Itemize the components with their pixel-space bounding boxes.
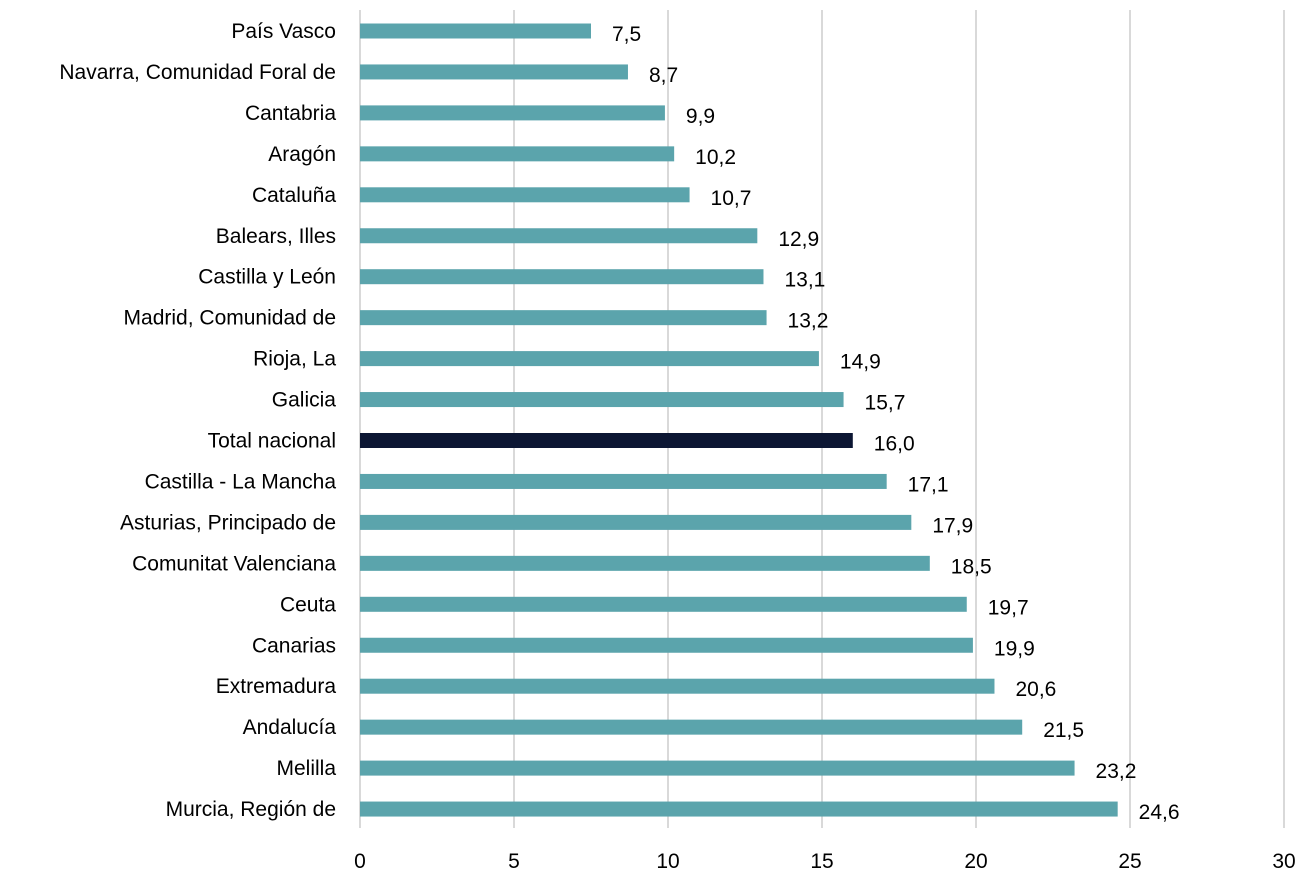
data-label: 19,7	[988, 596, 1029, 619]
bar	[360, 228, 758, 244]
data-label: 13,2	[788, 310, 829, 333]
data-label: 9,9	[686, 105, 715, 128]
bar	[360, 719, 1023, 735]
category-label: Total nacional	[208, 430, 336, 453]
x-tick-label: 0	[354, 850, 366, 873]
bar	[360, 514, 912, 530]
data-label: 13,1	[784, 269, 825, 292]
bar	[360, 146, 675, 162]
value-labels: 7,5 8,7 9,9 10,2 10,7 12,9 13,1 13,2 14,9 15,7 16,…	[612, 23, 1180, 824]
x-tick-label: 25	[1118, 850, 1141, 873]
data-label: 10,2	[695, 146, 736, 169]
bar	[360, 310, 767, 326]
bar	[360, 23, 591, 39]
category-label: Murcia, Región de	[166, 798, 336, 821]
bar	[360, 269, 764, 285]
category-labels: País Vasco Navarra, Comunidad Foral de Can…	[59, 20, 336, 821]
category-label: Cataluña	[252, 184, 336, 207]
data-label: 23,2	[1096, 760, 1137, 783]
category-label: Asturias, Principado de	[120, 511, 336, 534]
x-tick-label: 10	[656, 850, 679, 873]
bar	[360, 555, 930, 571]
category-label: Castilla - La Mancha	[145, 470, 337, 493]
data-label: 17,1	[908, 473, 949, 496]
bar	[360, 473, 887, 489]
category-label: Comunitat Valenciana	[132, 552, 336, 575]
category-label: Extremadura	[216, 675, 337, 698]
bar	[360, 637, 973, 653]
category-label: País Vasco	[231, 20, 336, 43]
data-label: 8,7	[649, 64, 678, 87]
data-label: 14,9	[840, 351, 881, 374]
data-label: 24,6	[1139, 801, 1180, 824]
bar	[360, 187, 690, 203]
category-label: Melilla	[276, 757, 336, 780]
data-label: 17,9	[932, 514, 973, 537]
category-label: Canarias	[252, 634, 336, 657]
x-tick-label: 5	[508, 850, 520, 873]
x-tick-label: 20	[964, 850, 987, 873]
category-label: Balears, Illes	[216, 225, 336, 248]
data-label: 18,5	[951, 555, 992, 578]
bar	[360, 105, 665, 121]
category-label: Navarra, Comunidad Foral de	[59, 61, 336, 84]
bar	[360, 64, 628, 80]
data-label: 16,0	[874, 433, 915, 456]
category-label: Rioja, La	[253, 348, 336, 371]
x-tick-label: 15	[810, 850, 833, 873]
data-label: 12,9	[778, 228, 819, 251]
bar	[360, 596, 967, 612]
data-label: 21,5	[1043, 719, 1084, 742]
gridlines	[359, 10, 1285, 828]
category-label: Andalucía	[243, 716, 337, 739]
category-label: Cantabria	[245, 102, 336, 125]
category-label: Castilla y León	[198, 266, 336, 289]
x-tick-label: 30	[1272, 850, 1295, 873]
data-label: 19,9	[994, 637, 1035, 660]
data-label: 10,7	[711, 187, 752, 210]
bars	[360, 23, 1118, 817]
bar-highlight	[360, 433, 853, 448]
category-label: Ceuta	[280, 593, 336, 616]
bar	[360, 678, 995, 694]
data-label: 20,6	[1015, 678, 1056, 701]
bar	[360, 351, 819, 367]
category-label: Madrid, Comunidad de	[124, 307, 336, 330]
data-label: 15,7	[865, 392, 906, 415]
x-axis-tick-labels: 0 5 10 15 20 25 30	[354, 850, 1296, 873]
bar	[360, 760, 1075, 776]
bar	[360, 801, 1118, 817]
category-label: Galicia	[272, 389, 337, 412]
data-label: 7,5	[612, 23, 641, 46]
bar	[360, 392, 844, 408]
category-label: Aragón	[268, 143, 336, 166]
